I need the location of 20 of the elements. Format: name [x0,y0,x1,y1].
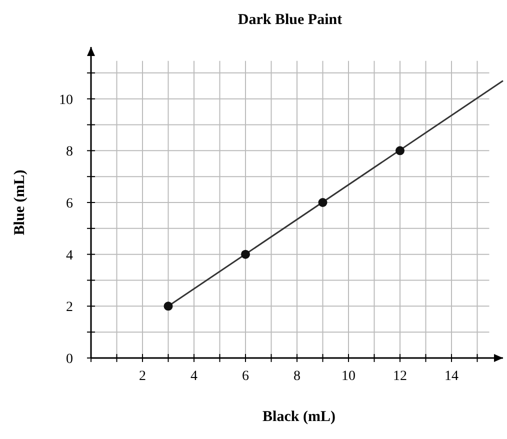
y-axis-title: Blue (mL) [12,170,28,236]
x-tick-label: 8 [294,369,300,384]
x-tick-label: 4 [190,369,198,384]
y-tick-label: 8 [66,144,73,160]
y-tick-label: 10 [59,92,73,108]
point [164,302,173,311]
point [241,250,250,259]
y-tick-label: 0 [66,352,73,367]
y-tick-label: 2 [66,300,73,316]
y-tick-label: 6 [66,196,73,212]
x-tick-label: 10 [342,369,356,384]
x-tick-label: 2 [139,369,146,384]
x-tick-label: 6 [242,369,249,384]
x-tick-label: 12 [393,369,407,384]
point [318,198,328,207]
point [396,146,404,156]
y-tick-label: 4 [66,248,73,264]
x-tick-label: 14 [444,369,458,384]
x-axis-title: Black (mL) [262,409,336,425]
chart-title: Dark Blue Paint [238,12,342,28]
